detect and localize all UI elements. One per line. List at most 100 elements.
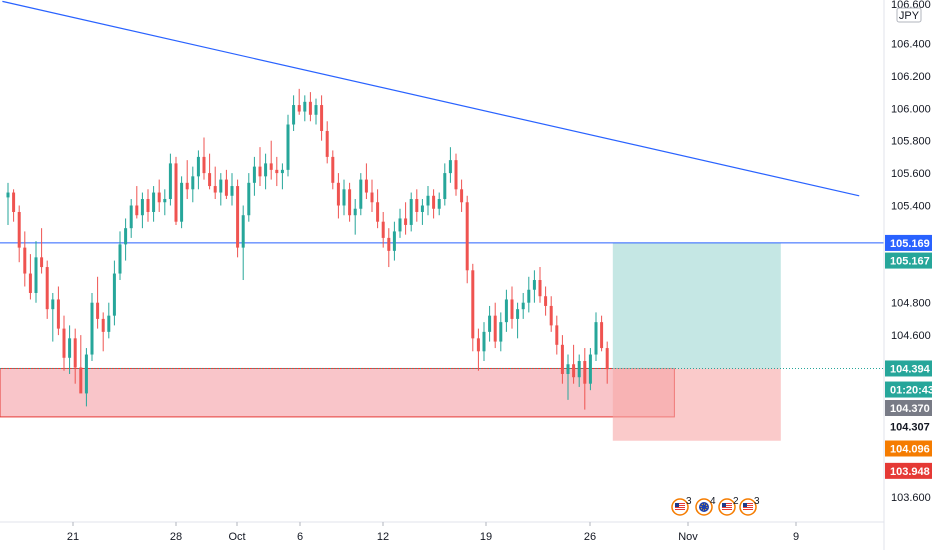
price-tag: 104.370: [885, 400, 932, 416]
candle: [370, 179, 374, 212]
time-tick-label: Oct: [228, 531, 245, 543]
eu-flag-event-icon[interactable]: 4: [695, 496, 716, 516]
candle: [381, 211, 385, 248]
event-count: 3: [686, 496, 692, 507]
time-tick-label: 21: [67, 531, 79, 543]
candle: [348, 182, 352, 222]
candle: [594, 312, 598, 362]
candle: [258, 147, 262, 187]
candle: [34, 241, 38, 303]
price-tick-label-partial: 106.600: [891, 0, 931, 11]
price-tag: 105.167: [885, 252, 932, 269]
price-axis[interactable]: 103.600 104.600 104.800 105.400 105.600 105.8…: [891, 0, 931, 504]
price-tags-layer: 105.169 105.167 104.394 01:20:43 104.370 104.…: [884, 234, 932, 479]
candle: [387, 228, 391, 268]
price-tick-label: 105.400: [891, 201, 931, 213]
candle: [79, 335, 83, 394]
candle: [488, 305, 492, 342]
position-stop-zone[interactable]: [612, 368, 781, 441]
candle: [415, 189, 419, 222]
candle: [135, 186, 139, 219]
candle: [376, 189, 380, 229]
candle: [51, 292, 55, 342]
candle: [600, 315, 604, 352]
candle: [482, 322, 486, 362]
candle: [101, 312, 105, 352]
candle: [325, 121, 329, 164]
price-tick-label: 104.600: [891, 330, 931, 342]
event-count: 4: [710, 496, 716, 507]
events-layer[interactable]: 3 4 2 3: [671, 496, 760, 516]
candle: [314, 98, 318, 125]
candles-layer: [6, 88, 609, 410]
us-flag-event-icon[interactable]: 2: [718, 496, 739, 516]
candle: [56, 286, 60, 336]
time-tick-label: 19: [480, 531, 492, 543]
candle: [219, 173, 223, 206]
candle: [247, 173, 251, 222]
candle: [471, 263, 475, 352]
trend-line[interactable]: [2, 0, 860, 197]
candle: [297, 88, 301, 115]
candle: [605, 341, 609, 384]
candle: [241, 205, 245, 281]
price-tag: 104.307: [884, 418, 932, 436]
candle: [68, 325, 72, 374]
candle: [527, 276, 531, 313]
candle: [510, 286, 514, 329]
candle: [521, 292, 525, 319]
candle: [538, 267, 542, 303]
candle: [560, 335, 564, 384]
candle: [398, 208, 402, 238]
candle: [208, 153, 212, 190]
candle: [191, 166, 195, 203]
currency-badge[interactable]: JPY: [896, 7, 922, 23]
price-tick-label: 103.600: [891, 492, 931, 504]
us-flag-event-icon[interactable]: 3: [671, 496, 692, 516]
us-flag-event-icon[interactable]: 3: [739, 496, 760, 516]
candle: [230, 173, 234, 206]
candle: [437, 192, 441, 216]
candle: [174, 156, 178, 225]
candle: [152, 186, 156, 222]
candle: [409, 192, 413, 232]
price-tag: 104.096: [885, 440, 932, 457]
candle: [280, 163, 284, 190]
candle: [28, 254, 32, 300]
candle: [163, 189, 167, 216]
candle: [118, 231, 122, 281]
time-axis[interactable]: 21 28 Oct 6 12 19 26 Nov 9: [67, 522, 799, 543]
candle: [566, 354, 570, 400]
price-tag: 01:20:43: [885, 381, 932, 398]
time-tick-label: 26: [584, 531, 596, 543]
candle: [588, 348, 592, 391]
candle: [460, 179, 464, 212]
candle: [146, 189, 150, 222]
drawings-layer[interactable]: [0, 0, 884, 369]
price-tag-text: 105.167: [890, 256, 930, 268]
candle: [404, 202, 408, 235]
candle: [303, 95, 307, 122]
candle: [555, 315, 559, 355]
candle: [342, 179, 346, 216]
candle: [129, 199, 133, 238]
candle: [202, 137, 206, 180]
price-tag-text: 103.948: [890, 466, 930, 478]
candle: [180, 176, 184, 229]
candle: [196, 150, 200, 190]
candle: [252, 156, 256, 196]
candle: [264, 153, 268, 190]
candle: [549, 296, 553, 332]
candle: [392, 221, 396, 261]
candle: [40, 228, 44, 274]
price-tick-label: 104.800: [891, 298, 931, 310]
candle: [583, 348, 587, 410]
candle: [577, 354, 581, 387]
price-tag-text: 104.096: [890, 444, 930, 456]
price-tick-label: 106.200: [891, 71, 931, 83]
candle: [23, 231, 27, 287]
position-target-zone[interactable]: [612, 242, 781, 369]
price-tag: 104.394: [885, 360, 932, 377]
